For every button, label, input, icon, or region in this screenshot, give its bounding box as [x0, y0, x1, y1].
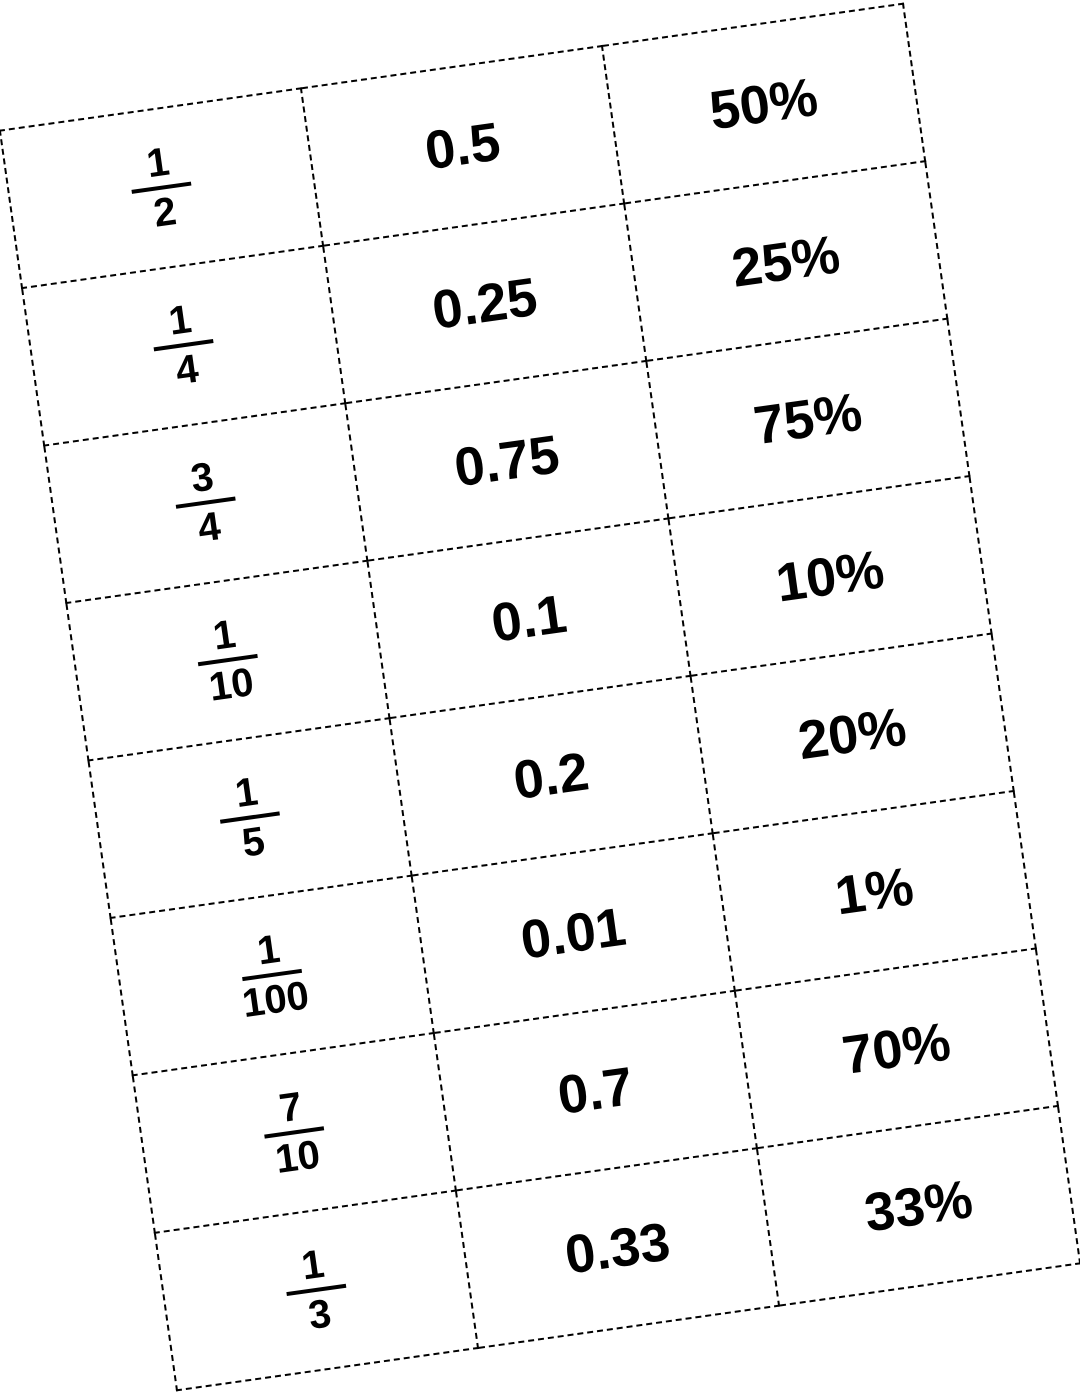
fraction: 14: [147, 295, 219, 394]
fraction: 110: [192, 610, 264, 709]
fraction-denominator: 10: [199, 659, 264, 709]
fraction-numerator: 1: [192, 610, 257, 660]
fraction: 34: [170, 452, 242, 551]
fraction-denominator: 10: [265, 1132, 330, 1182]
fraction: 15: [214, 767, 286, 866]
fraction-denominator: 3: [287, 1289, 352, 1339]
conversion-table: 120.550%140.2525%340.7575%1100.110%150.2…: [0, 3, 1080, 1392]
fraction-denominator: 100: [240, 974, 312, 1025]
fraction-numerator: 1: [147, 295, 212, 345]
fraction-denominator: 5: [221, 817, 286, 867]
table-tilt-wrapper: 120.550%140.2525%340.7575%1100.110%150.2…: [0, 3, 1080, 1392]
fraction: 12: [125, 138, 197, 237]
fraction-numerator: 1: [125, 138, 190, 188]
fraction-numerator: 1: [280, 1240, 345, 1290]
fraction-numerator: 3: [170, 452, 235, 502]
fraction-numerator: 1: [214, 767, 279, 817]
fraction-numerator: 7: [258, 1082, 323, 1132]
fraction: 710: [258, 1082, 330, 1181]
fraction: 1100: [233, 924, 312, 1024]
fraction: 13: [280, 1240, 352, 1339]
page: 120.550%140.2525%340.7575%1100.110%150.2…: [0, 0, 1080, 1394]
fraction-denominator: 4: [176, 502, 241, 552]
fraction-denominator: 4: [154, 344, 219, 394]
fraction-denominator: 2: [132, 187, 197, 237]
fraction-numerator: 1: [233, 924, 305, 975]
